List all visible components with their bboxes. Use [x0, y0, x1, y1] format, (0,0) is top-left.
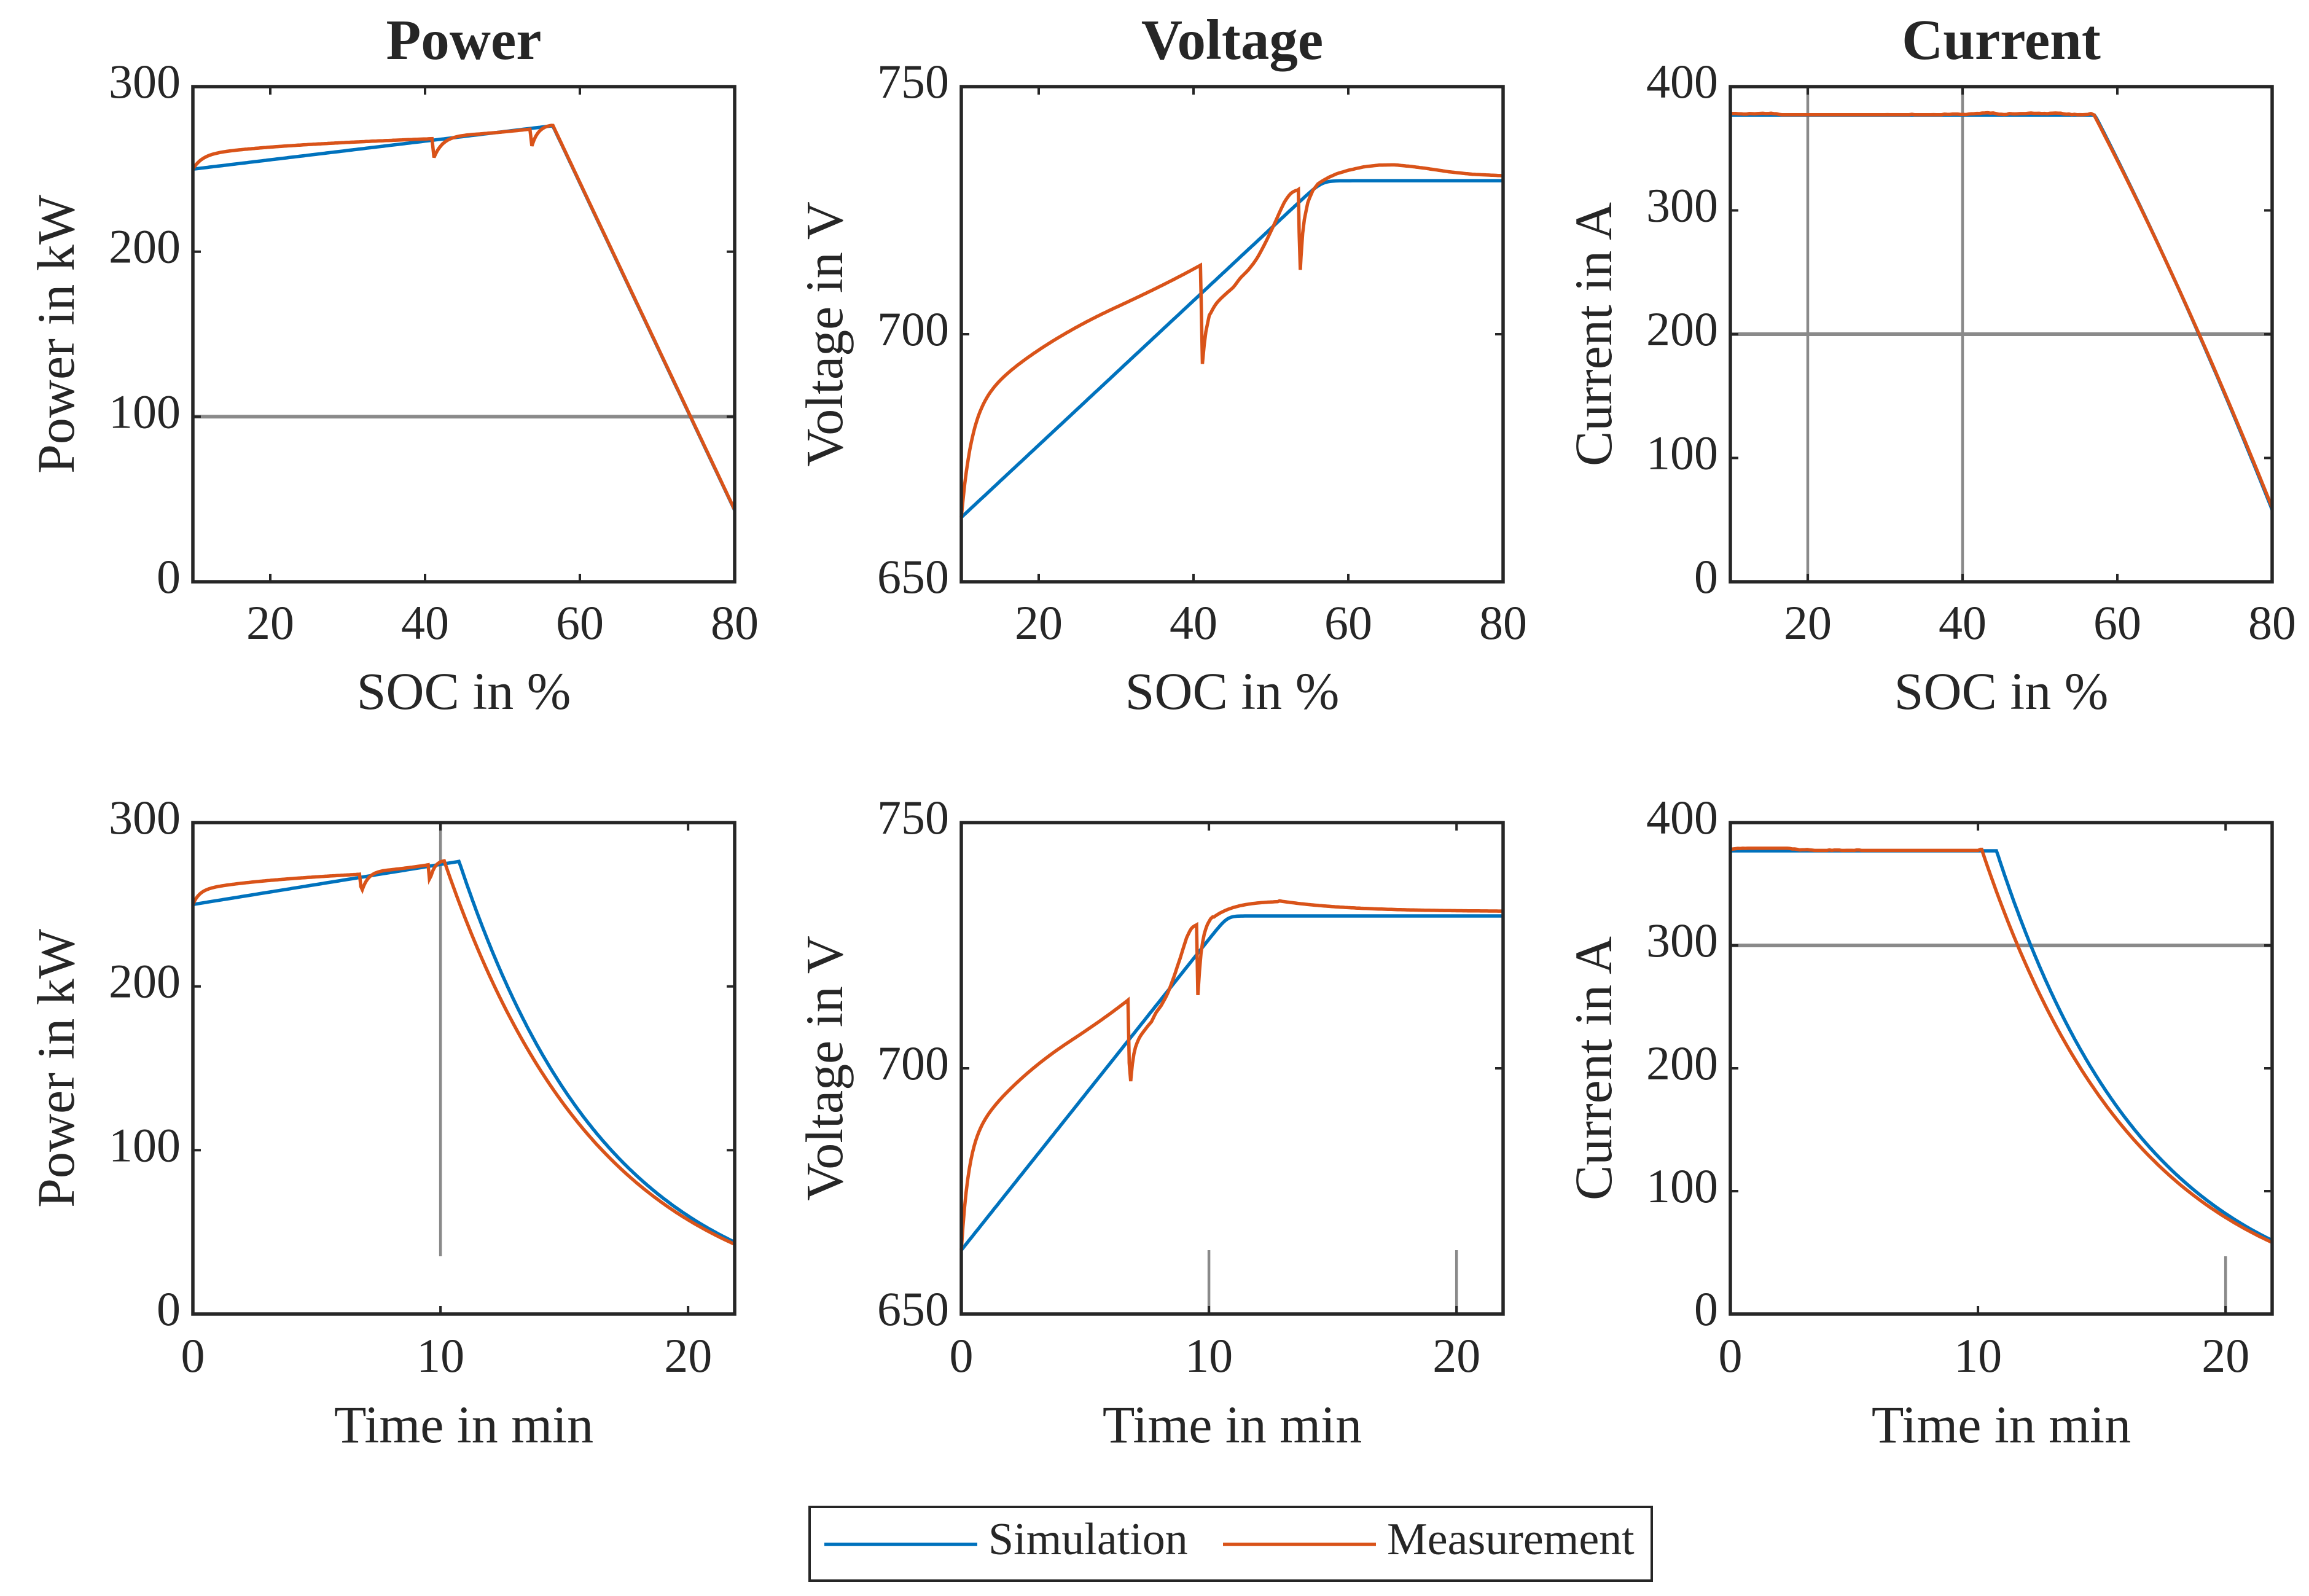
svg-text:40: 40: [1939, 596, 1987, 649]
svg-text:0: 0: [157, 1282, 181, 1336]
svg-text:750: 750: [877, 791, 949, 844]
svg-text:Current: Current: [1902, 9, 2101, 72]
svg-text:0: 0: [1694, 1282, 1718, 1336]
svg-text:20: 20: [664, 1329, 712, 1382]
svg-text:0: 0: [157, 550, 181, 603]
svg-text:700: 700: [877, 302, 949, 356]
svg-text:650: 650: [877, 1282, 949, 1336]
svg-text:200: 200: [1646, 302, 1718, 356]
svg-text:0: 0: [1719, 1329, 1743, 1382]
svg-text:Power: Power: [386, 9, 541, 72]
svg-text:10: 10: [416, 1329, 464, 1382]
svg-text:750: 750: [877, 55, 949, 108]
svg-text:400: 400: [1646, 791, 1718, 844]
svg-text:200: 200: [109, 220, 181, 273]
svg-text:60: 60: [1324, 596, 1372, 649]
svg-text:300: 300: [109, 55, 181, 108]
svg-text:Measurement: Measurement: [1387, 1514, 1635, 1565]
svg-text:80: 80: [2248, 596, 2296, 649]
svg-text:80: 80: [1479, 596, 1527, 649]
svg-text:300: 300: [1646, 913, 1718, 967]
svg-text:Power in kW: Power in kW: [26, 195, 85, 474]
svg-text:SOC in %: SOC in %: [357, 662, 571, 721]
svg-text:10: 10: [1954, 1329, 2002, 1382]
svg-text:20: 20: [246, 596, 294, 649]
svg-text:10: 10: [1185, 1329, 1233, 1382]
svg-text:SOC in %: SOC in %: [1125, 662, 1340, 721]
svg-text:0: 0: [950, 1329, 974, 1382]
svg-text:100: 100: [109, 385, 181, 438]
svg-text:200: 200: [109, 955, 181, 1008]
svg-text:300: 300: [109, 791, 181, 844]
svg-text:40: 40: [401, 596, 449, 649]
svg-text:Time in min: Time in min: [1872, 1395, 2131, 1454]
svg-text:300: 300: [1646, 179, 1718, 232]
svg-text:0: 0: [181, 1329, 205, 1382]
svg-text:100: 100: [109, 1118, 181, 1172]
svg-text:400: 400: [1646, 55, 1718, 108]
svg-text:Simulation: Simulation: [988, 1514, 1188, 1565]
svg-text:SOC in %: SOC in %: [1894, 662, 2109, 721]
svg-text:100: 100: [1646, 1159, 1718, 1213]
svg-text:0: 0: [1694, 550, 1718, 603]
svg-text:100: 100: [1646, 426, 1718, 480]
svg-text:80: 80: [711, 596, 759, 649]
svg-text:200: 200: [1646, 1036, 1718, 1090]
svg-text:Current in A: Current in A: [1564, 202, 1623, 466]
svg-text:Time in min: Time in min: [334, 1395, 593, 1454]
svg-text:Voltage in V: Voltage in V: [795, 936, 854, 1201]
svg-text:20: 20: [2202, 1329, 2249, 1382]
svg-text:60: 60: [2093, 596, 2141, 649]
svg-text:700: 700: [877, 1036, 949, 1090]
svg-text:20: 20: [1784, 596, 1832, 649]
svg-text:20: 20: [1432, 1329, 1480, 1382]
svg-text:20: 20: [1015, 596, 1063, 649]
svg-text:Current in A: Current in A: [1564, 936, 1623, 1200]
svg-text:Time in min: Time in min: [1103, 1395, 1362, 1454]
svg-text:Power in kW: Power in kW: [26, 929, 85, 1208]
svg-text:60: 60: [556, 596, 604, 649]
svg-text:Voltage in V: Voltage in V: [795, 201, 854, 467]
svg-text:Voltage: Voltage: [1141, 9, 1323, 72]
svg-text:40: 40: [1170, 596, 1217, 649]
svg-text:650: 650: [877, 550, 949, 603]
